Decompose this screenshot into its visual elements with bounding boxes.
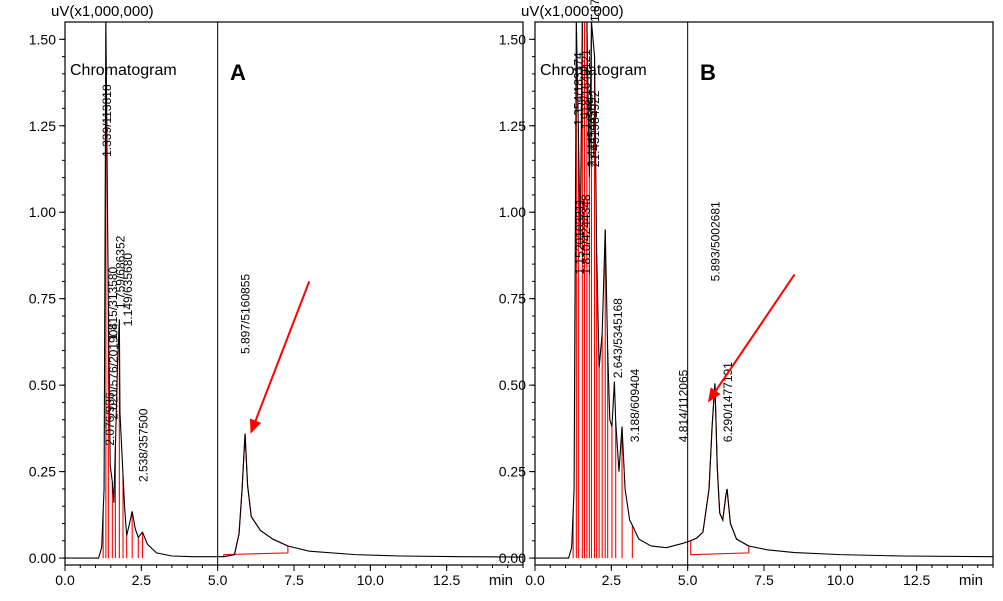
x-tick-label: 0.0 bbox=[525, 572, 545, 588]
y-tick-label: 0.00 bbox=[499, 550, 526, 566]
y-tick-label: 1.00 bbox=[499, 204, 526, 220]
peak-label: 21.451984922 bbox=[588, 90, 602, 167]
panel-tag: A bbox=[230, 60, 246, 85]
chromatogram-panel-b: 0.0 2.5 5.0 7.5 10.0 12.5 min 0.00 0.25 0.50 0.75 1… bbox=[470, 0, 1003, 601]
y-tick-label: 0.50 bbox=[499, 377, 526, 393]
y-tick-label: 1.50 bbox=[499, 31, 526, 47]
y-tick-label: 0.25 bbox=[29, 464, 56, 480]
x-tick-label: 7.5 bbox=[284, 572, 304, 588]
peak-label: 1.149/635680 bbox=[121, 253, 135, 327]
x-tick-label: 12.5 bbox=[433, 572, 460, 588]
x-tick-label: 12.5 bbox=[903, 572, 930, 588]
y-tick-label: 1.50 bbox=[29, 31, 56, 47]
peak-label: 2.538/357500 bbox=[136, 408, 150, 482]
chart-svg: 0.0 2.5 5.0 7.5 10.0 12.5 min 0.00 0.25 0.50 0.75 1… bbox=[470, 0, 1003, 601]
peak-label: 1.339/113818 bbox=[100, 84, 114, 157]
y-tick-label: 1.00 bbox=[29, 204, 56, 220]
chromatogram-label: Chromatogram bbox=[540, 62, 647, 79]
x-tick-label: 2.5 bbox=[602, 572, 622, 588]
peak-label: 5.893/5002681 bbox=[709, 201, 723, 281]
peak-label: 3.188/609404 bbox=[628, 368, 642, 442]
panel-tag: B bbox=[700, 60, 716, 85]
x-axis-label: min bbox=[959, 572, 983, 589]
annotation-arrow bbox=[251, 281, 309, 431]
x-tick-label: 7.5 bbox=[754, 572, 774, 588]
chromatogram-panel-a: 0.02.55.07.510.012.5min0.000.250.500.751… bbox=[0, 0, 533, 601]
y-tick-label: 0.25 bbox=[499, 464, 526, 480]
peak-label: 5.897/5160855 bbox=[239, 274, 253, 354]
x-tick-label: 10.0 bbox=[827, 572, 854, 588]
chromatogram-trace bbox=[535, 22, 993, 558]
peak-label: 1.810/4244348 bbox=[579, 194, 593, 274]
y-tick-label: 0.75 bbox=[29, 291, 56, 307]
peak-label: 4.814/112065 bbox=[677, 369, 691, 442]
peak-baseline bbox=[224, 434, 288, 557]
chromatogram-label: Chromatogram bbox=[70, 62, 177, 79]
y-tick-label: 1.25 bbox=[29, 118, 56, 134]
peak-label: 1.87/1.68 bbox=[588, 0, 602, 22]
peak-baseline bbox=[691, 383, 749, 554]
chart-svg: 0.02.55.07.510.012.5min0.000.250.500.751… bbox=[0, 0, 533, 601]
figure: 0.0 2.5 5.0 7.5 10.0 12.5 min 0.00 0.25 0.50 0.75 1… bbox=[0, 0, 1003, 601]
y-axis-label: uV(x1,000,000) bbox=[51, 3, 154, 20]
x-tick-label: 10.0 bbox=[357, 572, 384, 588]
y-tick-label: 0.50 bbox=[29, 377, 56, 393]
x-tick-label: 2.5 bbox=[132, 572, 152, 588]
y-axis-label: uV(x1,000,000) bbox=[521, 3, 624, 20]
peak-label: 2.643/5345168 bbox=[611, 298, 625, 378]
y-tick-label: 0.00 bbox=[29, 550, 56, 566]
y-tick-label: 1.25 bbox=[499, 118, 526, 134]
peak-label: 2.020/576/201904 bbox=[107, 323, 121, 420]
x-tick-label: 5.0 bbox=[678, 572, 698, 588]
y-tick-label: 0.75 bbox=[499, 291, 526, 307]
x-tick-label: 0.0 bbox=[55, 572, 75, 588]
annotation-arrow bbox=[709, 274, 794, 400]
x-tick-label: 5.0 bbox=[208, 572, 228, 588]
